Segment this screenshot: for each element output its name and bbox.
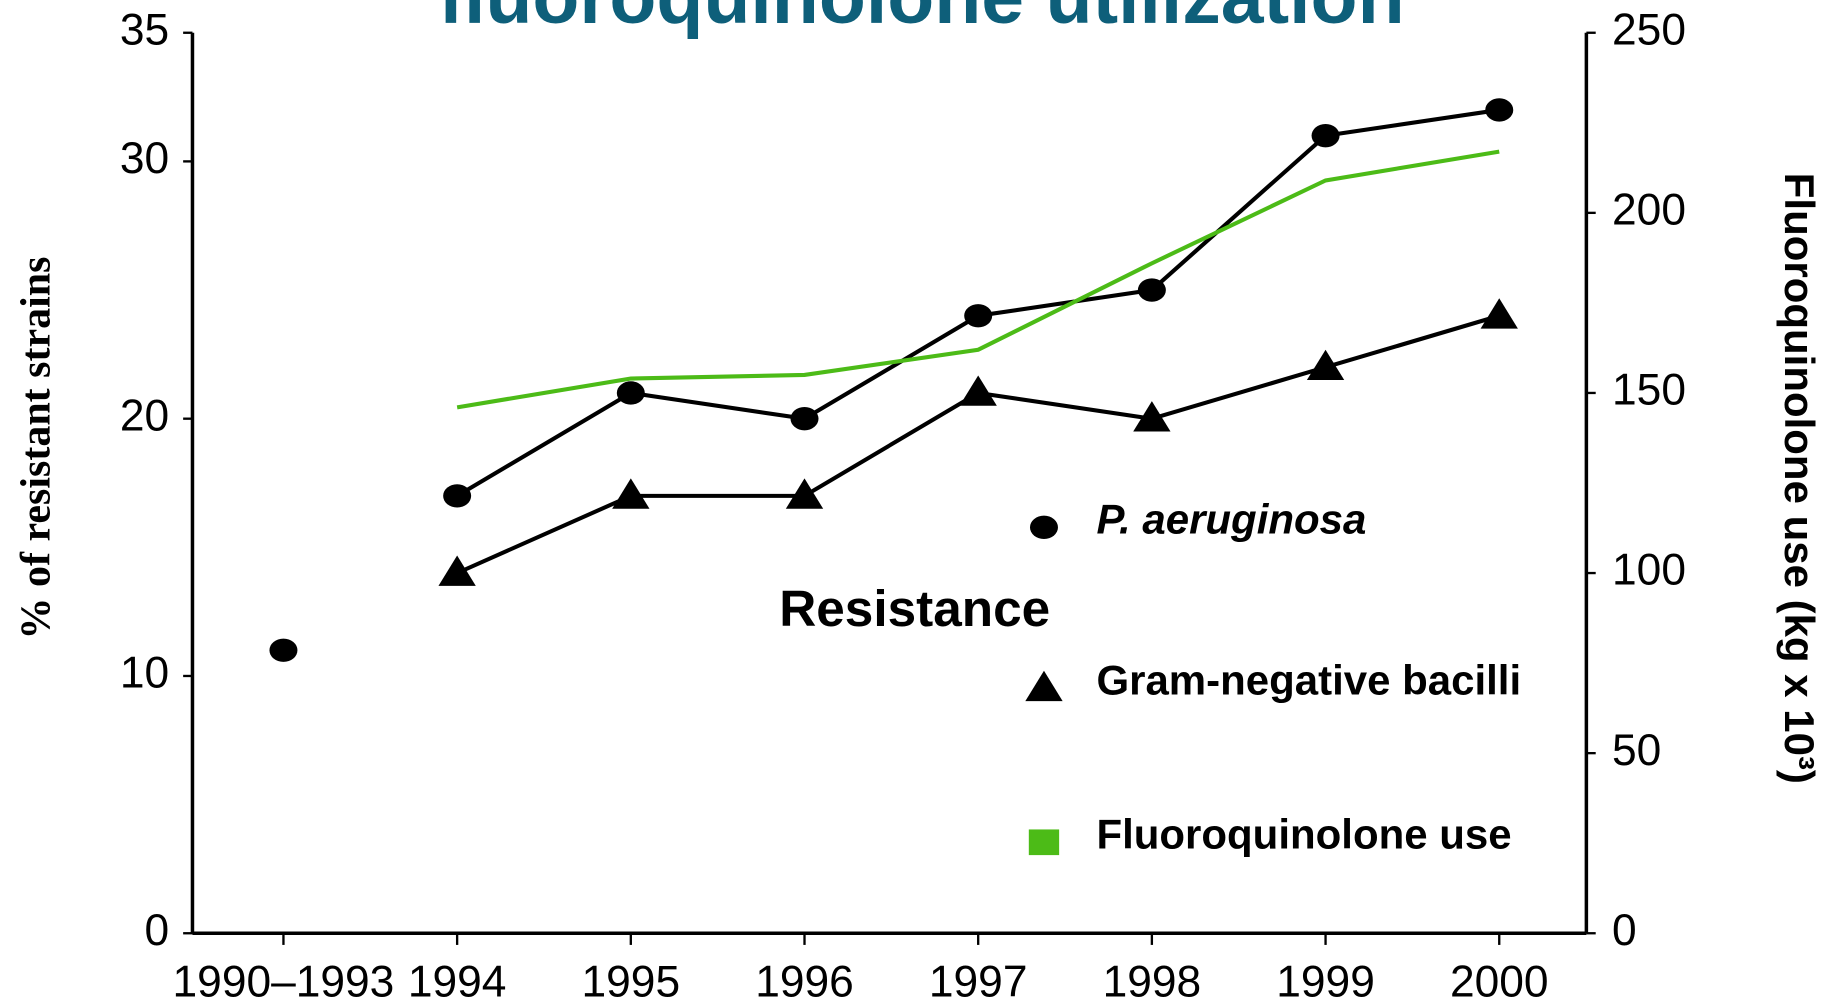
data-point	[443, 484, 472, 508]
legend-label: Gram-negative bacilli	[1096, 657, 1521, 704]
legend-marker	[1029, 515, 1058, 539]
x-tick-label: 1999	[1276, 957, 1375, 1006]
y-axis-label: % of resistant strains	[13, 257, 59, 640]
y-tick-label: 10	[120, 649, 169, 698]
y-tick-label: 20	[120, 391, 169, 440]
x-tick-label: 1997	[929, 957, 1028, 1006]
legend-marker	[1025, 670, 1063, 702]
y2-tick-label: 100	[1612, 546, 1686, 595]
x-tick-label: 1994	[408, 957, 507, 1006]
data-point	[616, 381, 645, 405]
y2-tick-label: 50	[1612, 726, 1661, 775]
chart-title: fluoroquinolone utilization	[438, 0, 1404, 40]
y2-tick-label: 200	[1612, 186, 1686, 235]
data-point	[1137, 278, 1166, 302]
data-point	[438, 555, 476, 586]
y2-tick-label: 0	[1612, 906, 1637, 955]
x-tick-label: 1996	[755, 957, 854, 1006]
y-tick-label: 0	[144, 906, 169, 955]
y2-tick-label: 150	[1612, 366, 1686, 415]
y-tick-label: 35	[120, 5, 169, 54]
data-point	[1485, 98, 1514, 122]
legend-label: Fluoroquinolone use	[1096, 811, 1511, 858]
y2-tick-label: 250	[1612, 5, 1686, 54]
data-point	[612, 478, 650, 509]
legend-marker	[1028, 829, 1060, 856]
data-point	[269, 638, 298, 662]
data-point	[790, 407, 819, 431]
y-tick-label: 30	[120, 134, 169, 183]
x-tick-label: 1998	[1103, 957, 1202, 1006]
y2-axis-label: Fluoroquinolone use (kg x 10³)	[1776, 173, 1823, 784]
series-line	[456, 107, 1500, 498]
data-point	[785, 478, 824, 509]
data-point	[1480, 298, 1518, 329]
x-tick-label: 1995	[582, 957, 681, 1006]
series-line	[456, 149, 1500, 410]
data-point	[1306, 349, 1345, 381]
legend-title: Resistance	[779, 580, 1050, 637]
legend-label: P. aeruginosa	[1096, 496, 1366, 543]
data-point	[964, 304, 993, 328]
x-tick-label: 1990–1993	[173, 957, 395, 1006]
data-point	[1133, 401, 1171, 432]
data-point	[1311, 124, 1340, 148]
x-tick-label: 2000	[1450, 957, 1549, 1006]
data-point	[959, 375, 997, 406]
